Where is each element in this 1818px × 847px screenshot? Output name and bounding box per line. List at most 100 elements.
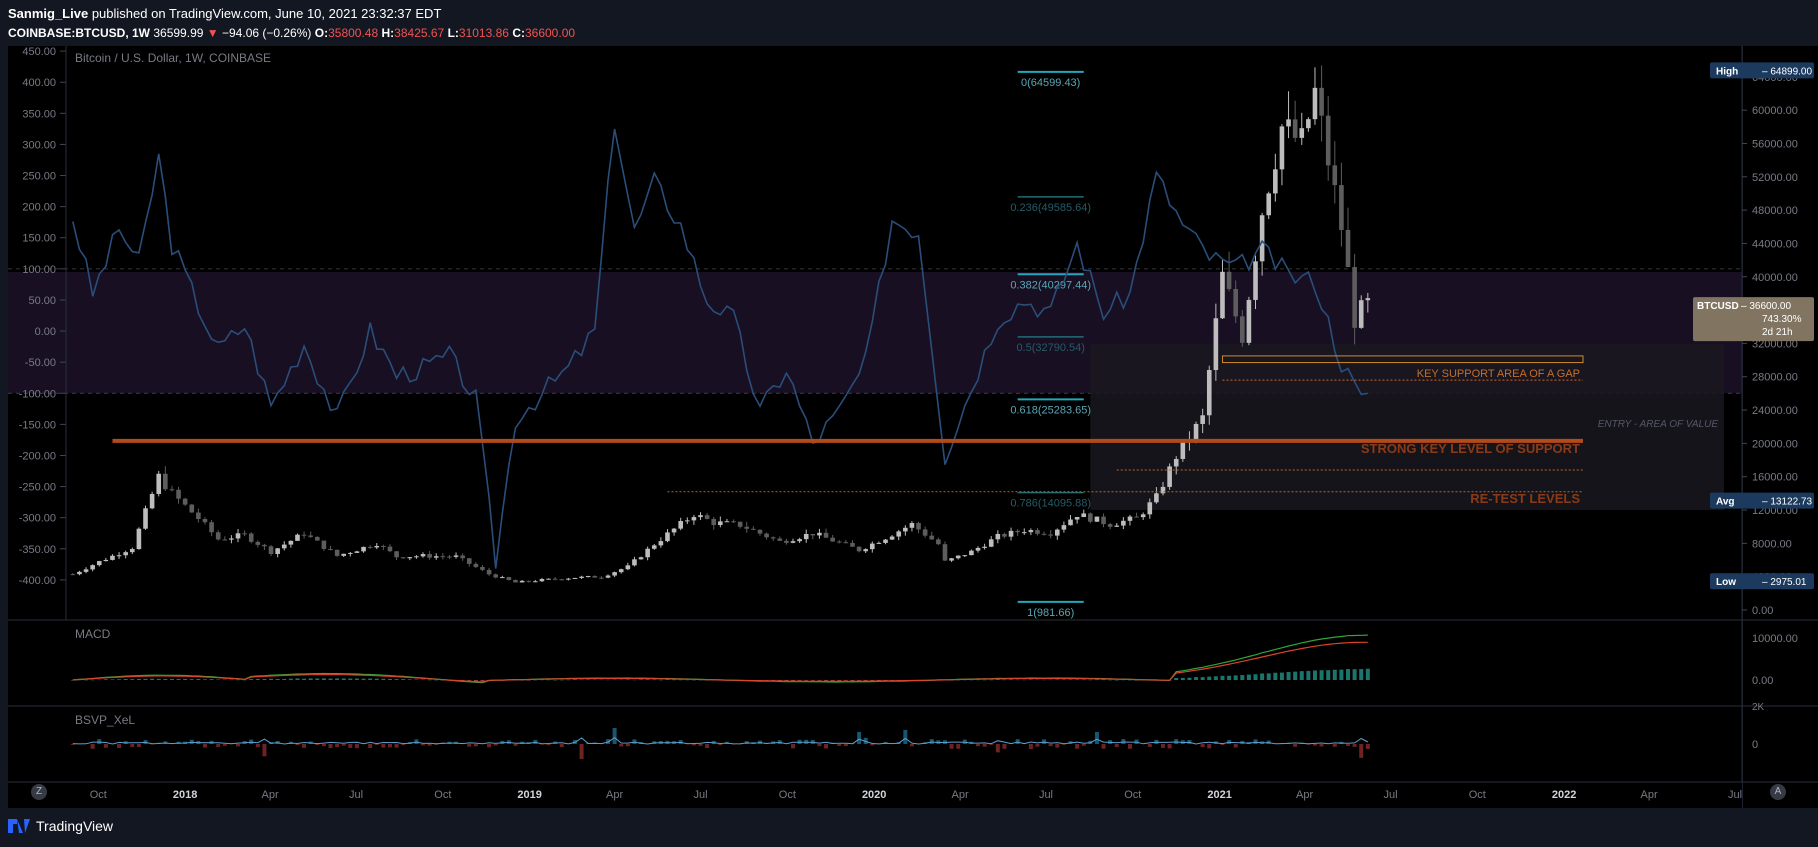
macd-histogram-bar xyxy=(136,678,141,680)
candle-body xyxy=(671,528,677,533)
bsvp-bar xyxy=(1220,744,1225,746)
macd-histogram-bar xyxy=(354,678,359,680)
macd-histogram-bar xyxy=(1312,670,1317,680)
candle-body xyxy=(354,551,360,553)
bsvp-bar xyxy=(1028,744,1033,749)
high-label: H: xyxy=(381,26,395,40)
bsvp-bar xyxy=(1346,744,1351,746)
candle-body xyxy=(314,536,320,541)
macd-histogram-bar xyxy=(434,679,439,681)
candle-body xyxy=(916,523,921,530)
bsvp-bar xyxy=(949,744,954,749)
macd-histogram-bar xyxy=(691,679,696,681)
candle-body xyxy=(1008,530,1014,537)
bsvp-bar xyxy=(354,744,359,749)
bsvp-bar xyxy=(473,744,478,747)
candle-body xyxy=(949,558,954,561)
candle-body xyxy=(407,557,413,559)
bsvp-bar xyxy=(335,744,340,748)
macd-histogram-bar xyxy=(255,678,260,680)
candle-body xyxy=(1365,298,1371,301)
current-badge-label: BTCUSD xyxy=(1697,301,1739,312)
candle-body xyxy=(1101,516,1106,525)
macd-histogram-bar xyxy=(302,678,307,680)
osc-tick-label: -200.00 xyxy=(19,450,56,462)
time-tick-label: 2018 xyxy=(173,789,197,801)
candle-body xyxy=(506,577,512,581)
candle-body xyxy=(1068,519,1073,526)
candle-body xyxy=(777,538,783,541)
macd-histogram-bar xyxy=(401,679,406,680)
macd-histogram-bar xyxy=(1134,679,1139,681)
zoom-button[interactable]: Z xyxy=(31,784,47,800)
candle-body xyxy=(724,521,730,523)
candle-body xyxy=(618,569,624,573)
price-tick-label: 48000.00 xyxy=(1752,205,1798,217)
bsvp-bar xyxy=(698,744,703,746)
publish-line: Sanmig_Live published on TradingView.com… xyxy=(8,6,441,21)
candle-body xyxy=(348,552,353,554)
macd-histogram-bar xyxy=(784,680,789,681)
tradingview-logo[interactable]: TradingView xyxy=(8,818,113,834)
bsvp-bar xyxy=(341,744,346,746)
macd-histogram-bar xyxy=(156,678,161,680)
candle-body xyxy=(262,544,267,547)
bsvp-bar xyxy=(956,744,961,749)
candle-body xyxy=(1279,126,1285,170)
bsvp-bar xyxy=(387,744,392,748)
ohlc-line: COINBASE:BTCUSD, 1W 36599.99 ▼ −94.06 (−… xyxy=(8,26,575,40)
osc-tick-label: 100.00 xyxy=(22,264,56,276)
macd-histogram-bar xyxy=(1048,679,1053,681)
macd-histogram-bar xyxy=(1174,677,1179,680)
bsvp-bar xyxy=(394,744,399,748)
candle-body xyxy=(367,546,373,548)
time-tick-label: Apr xyxy=(1641,789,1658,801)
bsvp-bar xyxy=(421,744,426,746)
candle-body xyxy=(143,508,148,529)
candle-body xyxy=(1193,423,1199,440)
osc-tick-label: 250.00 xyxy=(22,171,56,183)
bsvp-bar xyxy=(493,744,498,746)
macd-histogram-bar xyxy=(566,679,571,681)
candle-body xyxy=(1233,288,1238,317)
candle-body xyxy=(255,541,261,545)
bsvp-bar xyxy=(625,744,630,747)
bsvp-pane[interactable]: BSVP_XeL 2K 0 xyxy=(70,702,1765,760)
signal-line xyxy=(72,641,1368,683)
time-tick-label: Jul xyxy=(1039,789,1053,801)
osc-tick-label: 400.00 xyxy=(22,77,56,89)
bsvp-bar xyxy=(705,744,710,749)
osc-tick-label: 300.00 xyxy=(22,139,56,151)
bsvp-bar xyxy=(368,744,373,749)
fibonacci-retracement[interactable]: 0(64599.43) 0.236(49585.64) 0.382(40297.44… xyxy=(1010,70,1091,619)
macd-histogram-bar xyxy=(335,678,340,680)
price-change: −94.06 (−0.26%) xyxy=(222,26,312,40)
bsvp-bar xyxy=(117,744,122,749)
bsvp-bar xyxy=(559,744,564,748)
candle-body xyxy=(744,526,750,529)
candle-body xyxy=(1345,229,1351,268)
tradingview-logo-icon xyxy=(8,819,30,833)
candle-body xyxy=(222,539,228,541)
osc-tick-label: -100.00 xyxy=(19,388,56,400)
annotations[interactable]: KEY SUPPORT AREA OF A GAP ENTRY - AREA OF… xyxy=(112,355,1718,506)
candle-body xyxy=(599,577,604,579)
high-badge-value: – 64899.00 xyxy=(1762,66,1812,77)
candle-body xyxy=(698,515,703,518)
price-chart[interactable]: 0(64599.43) 0.236(49585.64) 0.382(40297.44… xyxy=(0,46,1818,808)
main-pane[interactable] xyxy=(8,268,1742,511)
oscillator-line xyxy=(72,128,1368,569)
bsvp-bar xyxy=(791,744,796,749)
macd-histogram-bar xyxy=(110,679,115,680)
candle-body xyxy=(678,521,683,529)
candle-body xyxy=(248,533,254,542)
macd-histogram-bar xyxy=(857,680,862,681)
candle-body xyxy=(539,579,545,582)
time-tick-label: Jul xyxy=(349,789,363,801)
auto-scale-button[interactable]: A xyxy=(1770,784,1786,800)
author-name[interactable]: Sanmig_Live xyxy=(8,6,89,21)
macd-pane[interactable]: MACD 10000.00 0.00 xyxy=(70,627,1798,687)
bsvp-bar xyxy=(976,744,981,747)
bsvp-bar xyxy=(1306,744,1311,745)
candle-body xyxy=(1339,185,1344,230)
